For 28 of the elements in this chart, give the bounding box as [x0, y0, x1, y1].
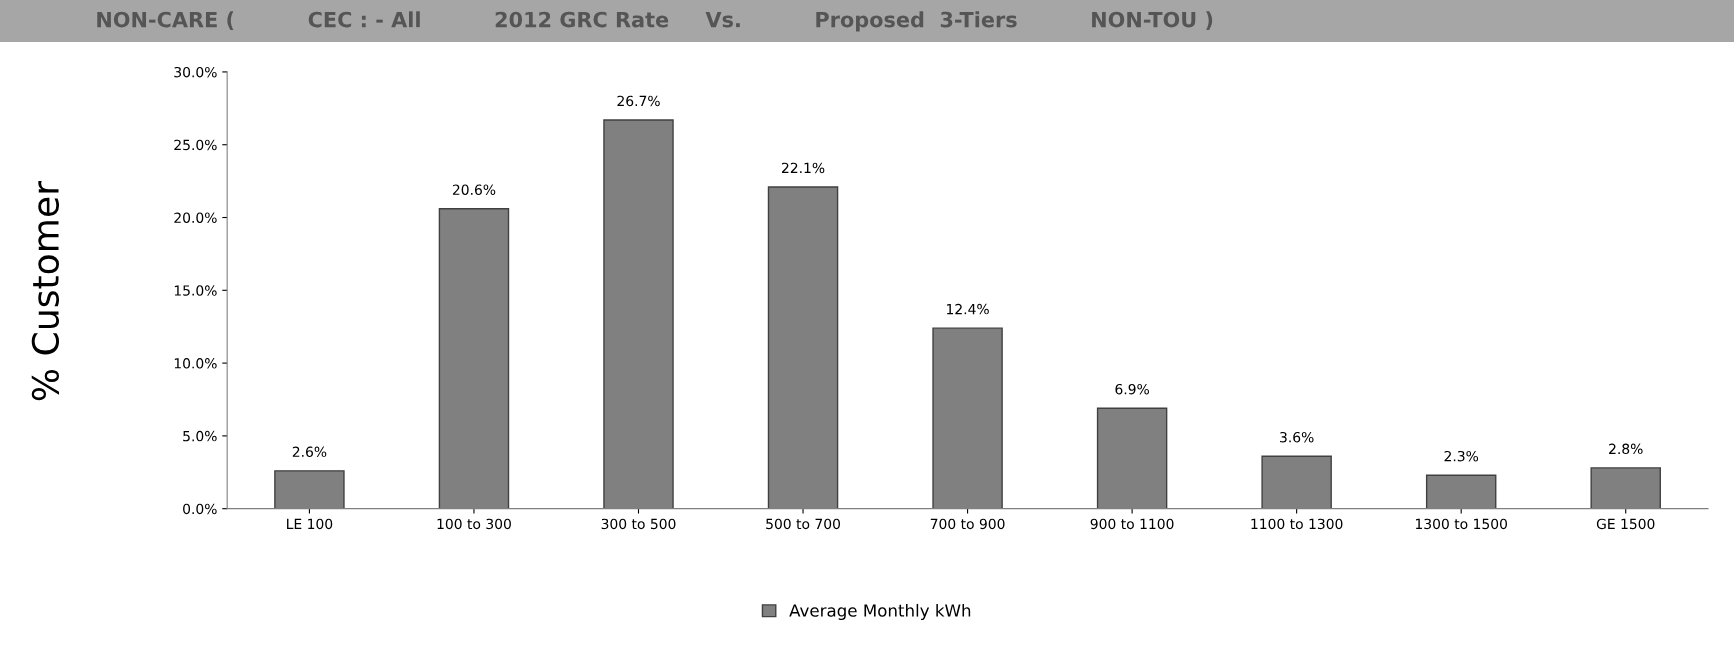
x-tick-label: 900 to 1100 — [1090, 518, 1174, 530]
data-label: 12.4% — [947, 303, 989, 315]
data-label: 20.6% — [452, 184, 496, 195]
y-tick-label: 5.0% — [183, 430, 217, 442]
data-label: 6.9% — [1115, 383, 1149, 395]
x-tick-label: 700 to 900 — [930, 518, 1005, 530]
chart-title: NON-CARE ( CEC : - All 2012 GRC Rate Vs. Proposed 3-Tiers NON-TOU ) — [97, 11, 1213, 32]
legend-label: Average Monthly kWh — [789, 603, 971, 621]
y-tick-label: 30.0% — [174, 66, 217, 78]
y-tick-label: 25.0% — [174, 139, 217, 151]
y-tick-label: 20.0% — [174, 212, 217, 223]
x-tick-label: LE 100 — [287, 518, 333, 530]
x-tick-label: 1100 to 1300 — [1251, 518, 1343, 530]
x-tick-label: 300 to 500 — [601, 518, 676, 530]
x-tick-label: GE 1500 — [1596, 518, 1655, 530]
data-label: 2.8% — [1609, 443, 1643, 455]
y-axis-title: % Customer — [31, 181, 60, 401]
x-tick-label: 100 to 300 — [437, 518, 511, 530]
data-label: 2.6% — [292, 446, 327, 458]
x-tick-label: 500 to 700 — [766, 518, 841, 530]
y-tick-label: 15.0% — [174, 285, 217, 296]
y-tick-label: 0.0% — [183, 503, 217, 515]
data-label: 22.1% — [781, 162, 825, 174]
data-label: 3.6% — [1280, 431, 1314, 443]
data-label: 2.3% — [1444, 450, 1479, 462]
x-tick-label: 1300 to 1500 — [1415, 518, 1507, 530]
y-tick-label: 10.0% — [174, 358, 217, 369]
data-label: 26.7% — [617, 95, 660, 107]
